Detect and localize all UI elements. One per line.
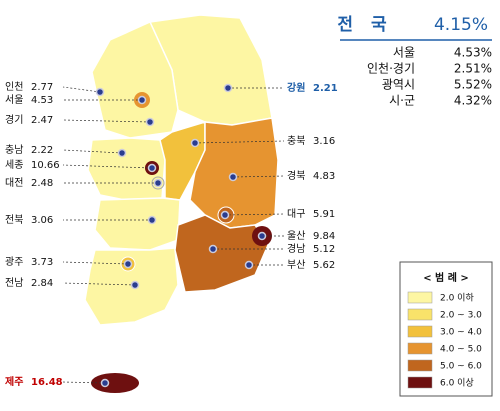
- region-dot: [244, 260, 254, 270]
- region-dot: [220, 210, 230, 220]
- legend-title: < 범 례 >: [423, 271, 469, 284]
- region-value: 2.21: [313, 83, 338, 94]
- map: [84, 14, 279, 393]
- region-dot: [100, 378, 110, 388]
- legend-swatch: [407, 325, 433, 338]
- legend-swatch: [407, 308, 433, 321]
- region-value: 3.06: [31, 215, 53, 226]
- region-value: 2.22: [31, 145, 53, 156]
- region-name: 경남: [287, 242, 305, 255]
- region-name: 강원: [287, 81, 305, 94]
- region-name: 부산: [287, 259, 305, 271]
- region-value: 4.53: [31, 95, 53, 106]
- summary-label: 시·군: [389, 94, 415, 108]
- region-value: 10.66: [31, 160, 60, 171]
- region-dot: [147, 215, 157, 225]
- region-name: 대구: [287, 208, 305, 220]
- legend-swatch: [407, 376, 433, 389]
- legend-label: 6.0 이상: [440, 378, 474, 389]
- region-name: 울산: [287, 230, 305, 242]
- region-name: 인천: [5, 81, 23, 93]
- region-name: 충북: [287, 135, 305, 147]
- legend-label: 3.0 ~ 4.0: [440, 328, 482, 338]
- region-name: 전북: [5, 214, 23, 226]
- summary-title: 전 국: [337, 15, 392, 35]
- region-dot: [223, 83, 233, 93]
- leader-line: [62, 119, 151, 123]
- region-name: 충남: [5, 144, 23, 156]
- region-value: 2.48: [31, 178, 53, 189]
- region-value: 5.12: [313, 244, 335, 255]
- summary-value: 4.53%: [454, 46, 492, 60]
- leader-line: [62, 149, 123, 154]
- region-dot: [130, 280, 140, 290]
- region-value: 5.62: [313, 260, 335, 271]
- region-name: 전남: [5, 277, 23, 289]
- region-dot: [228, 172, 238, 182]
- summary-value: 4.15%: [434, 15, 488, 35]
- summary-rows: 서울 4.53% 인천·경기 2.51% 광역시 5.52% 시·군 4.32%: [367, 46, 492, 108]
- region-value: 3.16: [313, 136, 335, 147]
- summary-label: 인천·경기: [367, 61, 415, 76]
- legend-label: 2.0 이하: [440, 293, 474, 304]
- region-value: 4.83: [313, 171, 335, 182]
- summary-value: 4.32%: [454, 94, 492, 108]
- region-labels: 인천 2.77 서울 4.53 경기 2.47 충남 2.22 세종 10.66 대전 2.48 전북 3…: [5, 81, 338, 388]
- region-value: 5.91: [313, 209, 335, 220]
- region-name: 경북: [287, 169, 305, 182]
- region-dot: [123, 259, 133, 269]
- jeonbuk: [94, 197, 181, 251]
- summary-label: 광역시: [382, 78, 415, 92]
- region-dot: [137, 95, 147, 105]
- leader-line: [62, 282, 136, 286]
- legend-label: 4.0 ~ 5.0: [440, 345, 482, 355]
- leader-line: [232, 175, 285, 178]
- region-dot: [190, 138, 200, 148]
- region-value: 2.77: [31, 82, 53, 93]
- region-dot: [153, 178, 163, 188]
- region-value: 16.48: [31, 377, 63, 388]
- region-name: 제주: [5, 375, 23, 388]
- legend-items: 2.0 이하 2.0 ~ 3.0 3.0 ~ 4.0 4.0 ~ 5.0 5.0 ~ 6…: [407, 291, 482, 389]
- region-dot: [145, 117, 155, 127]
- summary-label: 서울: [393, 46, 415, 60]
- region-name: 광주: [5, 256, 23, 268]
- summary-value: 5.52%: [454, 78, 492, 92]
- leader-line: [62, 261, 129, 265]
- region-dot: [95, 87, 105, 97]
- leader-line: [62, 86, 101, 93]
- leader-line: [224, 213, 285, 216]
- region-name: 서울: [5, 94, 23, 106]
- summary-value: 2.51%: [454, 62, 492, 76]
- gyeonggi: [91, 21, 179, 139]
- legend-label: 5.0 ~ 6.0: [440, 362, 482, 372]
- legend-swatch: [407, 342, 433, 355]
- region-name: 세종: [5, 159, 23, 171]
- legend-swatch: [407, 291, 433, 304]
- jeju-island: [91, 373, 139, 393]
- region-value: 2.84: [31, 278, 53, 289]
- leader-line: [62, 164, 153, 169]
- region-value: 9.84: [313, 231, 335, 242]
- region-value: 2.47: [31, 115, 53, 126]
- region-dot: [257, 231, 267, 241]
- gyeongnam: [174, 214, 269, 293]
- region-dot: [117, 148, 127, 158]
- legend-swatch: [407, 359, 433, 372]
- leader-line: [62, 381, 106, 384]
- leader-line: [194, 140, 285, 144]
- region-dot: [147, 163, 157, 173]
- region-name: 대전: [5, 177, 23, 189]
- region-value: 3.73: [31, 257, 53, 268]
- region-name: 경기: [5, 113, 23, 126]
- legend-label: 2.0 ~ 3.0: [440, 311, 482, 321]
- region-dot: [208, 244, 218, 254]
